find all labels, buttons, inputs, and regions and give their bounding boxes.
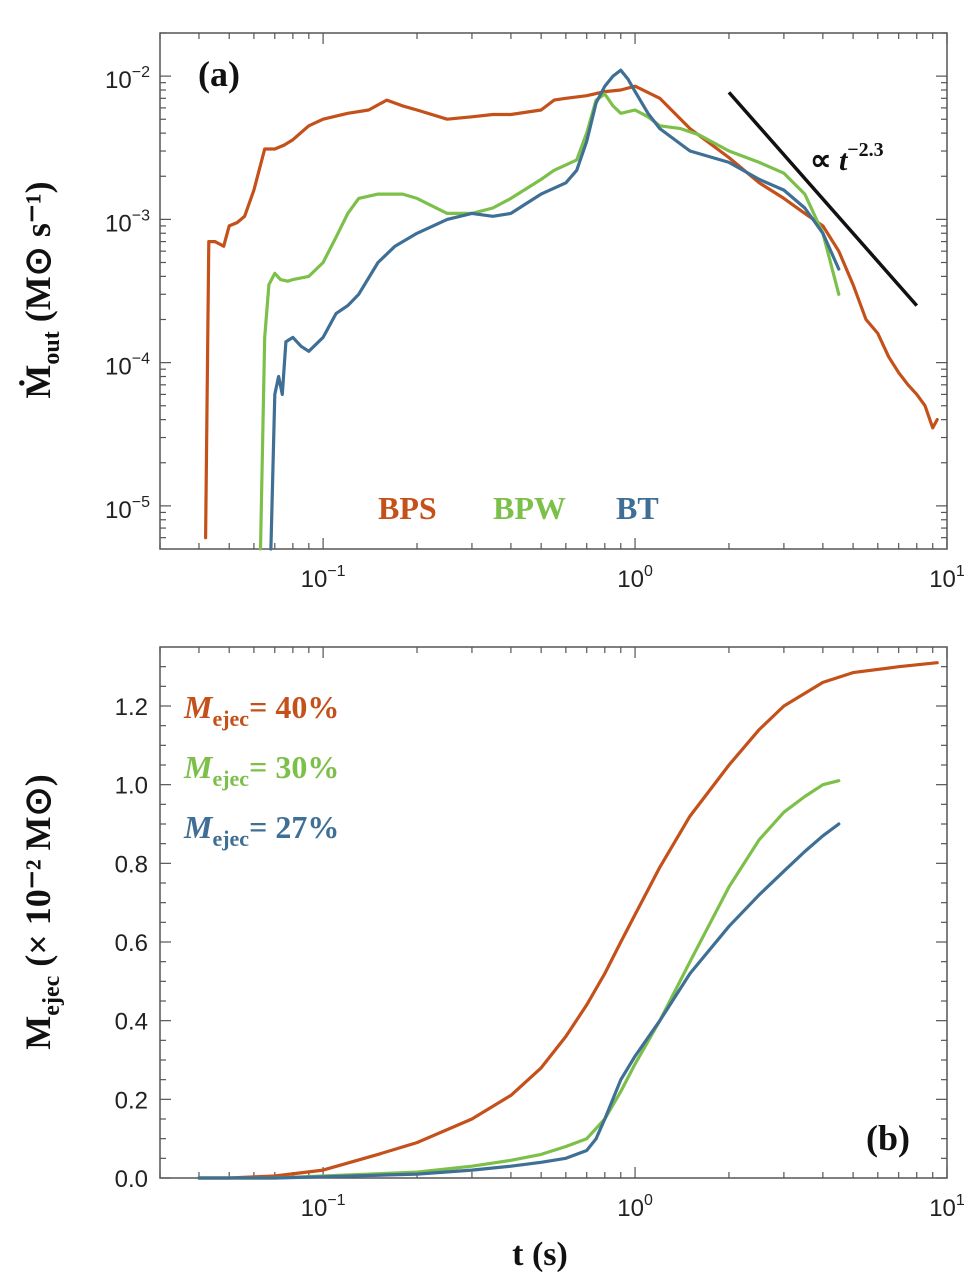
y-tick-label: 0.2 <box>115 1087 148 1114</box>
series-line-bpw <box>197 779 841 1180</box>
y-tick-label: 0.4 <box>115 1009 148 1036</box>
y-tick-label: 0.6 <box>115 930 148 957</box>
x-tick-label: 10−1 <box>301 1192 346 1222</box>
y-tick-label: 10−3 <box>105 207 150 237</box>
panel-b-ylabel: Mejec (× 10⁻² M⊙) <box>18 774 65 1049</box>
panel-a: 10−1 100 101 10−5 10−4 10−3 10−2 (a) ∝ t−2.3 B… <box>18 32 965 593</box>
x-tick-label: 10−1 <box>301 563 346 593</box>
powerlaw-annotation: ∝ t−2.3 <box>810 139 884 177</box>
powerlaw-reference-line <box>727 91 919 307</box>
panel-a-label: (a) <box>198 54 240 94</box>
x-tick-label: 101 <box>929 563 965 593</box>
x-tick-label: 100 <box>617 1192 653 1222</box>
panel-b-legend: Mejec= 40% Mejec= 30% Mejec= 27% <box>183 689 339 851</box>
panel-b: 10−1 100 101 0.0 0.2 0.4 0.6 0.8 1.0 1.2 (b) Meje… <box>18 646 965 1273</box>
x-tick-label: 101 <box>929 1192 965 1222</box>
panel-a-ylabel: Ṁout (M⊙ s⁻¹) <box>18 181 65 398</box>
y-tick-label: 1.2 <box>115 694 148 721</box>
panel-b-xlabel: t (s) <box>512 1236 568 1273</box>
legend-bps: Mejec= 40% <box>183 689 339 731</box>
panel-a-frame <box>159 32 948 550</box>
y-tick-label: 10−2 <box>105 64 150 94</box>
series-line-bt <box>197 822 841 1180</box>
series-line-bt <box>269 68 841 551</box>
panel-b-label: (b) <box>866 1118 910 1158</box>
series-line-bps <box>197 661 939 1180</box>
legend-bt: Mejec= 27% <box>183 809 339 851</box>
panel-b-frame <box>159 646 948 1179</box>
y-tick-label: 0.8 <box>115 851 148 878</box>
series-line-bpw <box>258 92 841 551</box>
legend-bt: BT <box>616 490 659 526</box>
x-tick-label: 100 <box>617 563 653 593</box>
y-tick-label: 10−5 <box>105 494 150 524</box>
legend-bpw: Mejec= 30% <box>183 749 339 791</box>
y-tick-label: 10−4 <box>105 351 150 381</box>
legend-bps: BPS <box>378 490 437 526</box>
legend-bpw: BPW <box>493 490 566 526</box>
y-tick-label: 0.0 <box>115 1166 148 1193</box>
y-tick-label: 1.0 <box>115 773 148 800</box>
series-line-bps <box>204 84 939 540</box>
